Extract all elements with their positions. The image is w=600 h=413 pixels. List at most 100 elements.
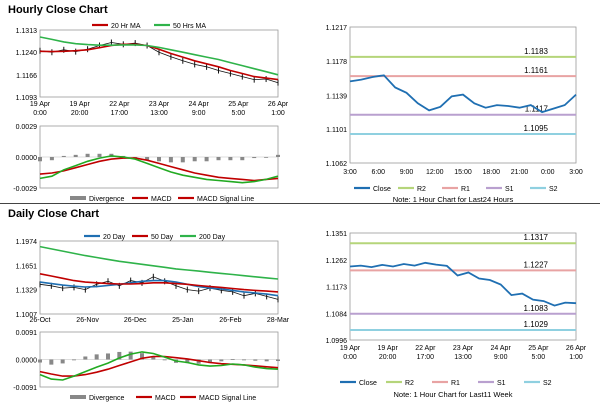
macd-legend-0: Divergence bbox=[89, 196, 125, 203]
daily-close-x-tick: 23 Apr bbox=[453, 345, 474, 352]
hourly-macd-divergence-bar bbox=[85, 153, 90, 157]
daily-close-x-tick: 17:00 bbox=[417, 354, 435, 361]
hourly-price-x-tick: 1:00 bbox=[271, 110, 285, 117]
daily-close-x-tick: 25 Apr bbox=[528, 345, 549, 352]
macd-legend-2: MACD Signal Line bbox=[199, 395, 256, 402]
daily-price-ma-line-2 bbox=[39, 245, 279, 280]
daily-price-x-tick: 25-Jan bbox=[172, 317, 194, 324]
hourly-price-x-tick: 19 Apr bbox=[70, 101, 91, 108]
hourly-macd-divergence-bar bbox=[204, 157, 209, 162]
daily-close-close-line bbox=[349, 261, 577, 307]
daily-price-price-line bbox=[39, 276, 279, 300]
daily-macd-divergence-bar bbox=[253, 359, 258, 361]
hourly-price-x-tick: 9:00 bbox=[192, 110, 206, 117]
daily-close-x-tick: 1:00 bbox=[569, 354, 583, 361]
hourly-price-x-tick: 17:00 bbox=[111, 110, 129, 117]
daily-macd-divergence-bar bbox=[83, 356, 88, 360]
daily-macd-divergence-bar bbox=[264, 359, 269, 362]
daily-close-level-label-s1: 1.1083 bbox=[524, 304, 549, 313]
hourly-macd-divergence-bar bbox=[192, 157, 197, 162]
hourly-close-y-tick: 1.1062 bbox=[326, 161, 348, 168]
hourly-price-x-tick: 20:00 bbox=[71, 110, 89, 117]
daily-price-x-tick: 26-Oct bbox=[29, 317, 50, 324]
daily-macd-divergence-bar bbox=[49, 359, 54, 365]
hourly-macd-signal-line bbox=[39, 157, 279, 182]
hourly-price-x-tick: 26 Apr bbox=[268, 101, 289, 108]
hourly-macd-divergence-bar bbox=[240, 157, 245, 161]
daily-price-ma-line-1 bbox=[39, 273, 279, 293]
close-legend-close: Close bbox=[373, 186, 391, 193]
daily-macd-divergence-bar bbox=[208, 359, 212, 364]
close-legend-r1: R1 bbox=[451, 380, 460, 387]
hourly-price-x-tick: 13:00 bbox=[150, 110, 168, 117]
daily-macd-divergence-bar bbox=[162, 359, 167, 361]
close-legend-s2: S2 bbox=[543, 380, 552, 387]
hourly-price-ma-line-1 bbox=[39, 36, 279, 76]
daily-macd-divergence-bar bbox=[230, 359, 235, 360]
hourly-close-x-tick: 21:00 bbox=[511, 169, 529, 176]
daily-macd-divergence-bar bbox=[185, 359, 190, 364]
daily-close-y-tick: 1.1351 bbox=[326, 231, 348, 238]
daily-macd-divergence-bar bbox=[72, 359, 76, 361]
close-legend-r2: R2 bbox=[405, 380, 414, 387]
macd-legend-0-swatch bbox=[70, 395, 86, 399]
hourly-section-title: Hourly Close Chart bbox=[8, 4, 108, 16]
macd-legend-1: MACD bbox=[151, 196, 172, 203]
hourly-close-y-tick: 1.1101 bbox=[326, 127, 347, 134]
daily-close-x-tick: 5:00 bbox=[532, 354, 546, 361]
hourly-macd-divergence-bar bbox=[276, 154, 280, 157]
daily-close-y-tick: 1.0996 bbox=[326, 338, 348, 345]
hourly-close-level-label-r2: 1.1183 bbox=[524, 47, 548, 56]
daily-close-x-tick: 20:00 bbox=[379, 354, 397, 361]
hourly-close-level-label-r1: 1.1161 bbox=[524, 66, 548, 75]
daily-close-y-tick: 1.1173 bbox=[326, 285, 347, 292]
hourly-price-frame bbox=[39, 29, 279, 98]
hourly-close-x-tick: 12:00 bbox=[426, 169, 444, 176]
daily-close-level-label-s2: 1.1029 bbox=[524, 320, 549, 329]
hourly-macd-divergence-bar bbox=[180, 157, 185, 163]
daily-close-y-tick: 1.1084 bbox=[326, 311, 348, 318]
close-legend-s2: S2 bbox=[549, 186, 558, 193]
hourly-price-y-tick: 1.1166 bbox=[16, 73, 37, 80]
hourly-close-close-line bbox=[349, 74, 577, 114]
daily-macd-divergence-bar bbox=[128, 351, 133, 360]
hourly-macd-y-tick: -0.0029 bbox=[13, 186, 37, 193]
hourly-close-y-tick: 1.1178 bbox=[326, 59, 347, 66]
hourly-price-y-tick: 1.1313 bbox=[16, 28, 38, 35]
hourly-macd-divergence-bar bbox=[97, 153, 102, 157]
daily-macd-y-tick: -0.0091 bbox=[13, 385, 37, 392]
hourly-macd-divergence-bar bbox=[228, 157, 233, 161]
daily-macd-y-tick: 0.0091 bbox=[16, 330, 38, 337]
daily-close-frame bbox=[349, 232, 577, 341]
hourly-macd-y-tick: 0.0029 bbox=[16, 124, 38, 131]
hourly-close-x-tick: 9:00 bbox=[400, 169, 414, 176]
hourly-price-x-tick: 22 Apr bbox=[109, 101, 130, 108]
daily-price-x-tick: 26-Dec bbox=[124, 317, 147, 324]
hourly-macd-divergence-bar bbox=[157, 157, 161, 162]
hourly-close-x-tick: 15:00 bbox=[454, 169, 472, 176]
hourly-macd-divergence-bar bbox=[73, 154, 78, 157]
hourly-macd-divergence-bar bbox=[252, 157, 257, 159]
daily-macd-divergence-bar bbox=[219, 359, 224, 362]
daily-price-ma-legend-0: 20 Day bbox=[103, 234, 126, 241]
daily-price-x-tick: 26-Feb bbox=[219, 317, 241, 324]
section-divider bbox=[0, 203, 600, 204]
daily-macd-divergence-bar bbox=[151, 356, 156, 360]
hourly-price-y-tick: 1.1093 bbox=[16, 95, 38, 102]
daily-macd-divergence-bar bbox=[106, 353, 110, 360]
daily-macd-divergence-bar bbox=[38, 359, 42, 363]
daily-close-note: Note: 1 Hour Chart for Last11 Week bbox=[394, 390, 513, 399]
macd-legend-0: Divergence bbox=[89, 395, 125, 402]
daily-macd-macd-line bbox=[39, 351, 279, 381]
daily-price-ma-line-0 bbox=[39, 279, 279, 297]
macd-legend-0-swatch bbox=[70, 196, 86, 200]
hourly-close-note: Note: 1 Hour Chart for Last24 Hours bbox=[393, 195, 514, 204]
hourly-macd-divergence-bar bbox=[264, 157, 269, 158]
daily-price-frame bbox=[39, 240, 279, 315]
hourly-macd-divergence-bar bbox=[145, 157, 150, 161]
daily-macd-divergence-bar bbox=[117, 351, 122, 360]
hourly-macd-divergence-bar bbox=[38, 157, 42, 162]
daily-price-y-tick: 1.1007 bbox=[16, 312, 38, 319]
